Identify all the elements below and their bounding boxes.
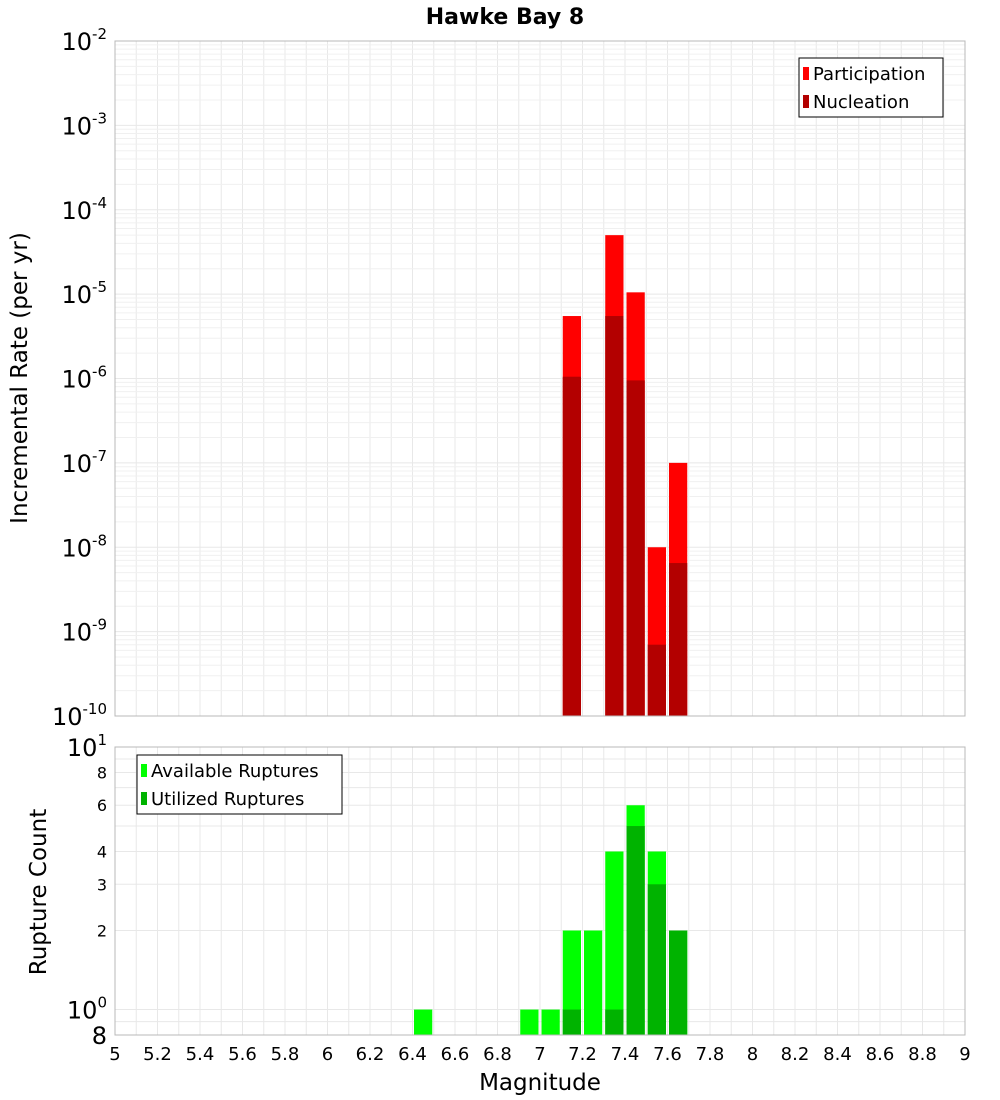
count-bar-available-ruptures xyxy=(414,1009,433,1035)
x-tick-label: 7 xyxy=(534,1044,545,1065)
legend-swatch-utilized xyxy=(141,792,147,805)
count-bar-utilized-ruptures xyxy=(669,930,688,1035)
rate-y-tick-label: 10-6 xyxy=(61,363,107,394)
rate-y-tick-label: 10-5 xyxy=(61,278,107,309)
count-bar-available-ruptures xyxy=(541,1009,560,1035)
rate-bar-nucleation xyxy=(626,380,645,716)
count-y-tick-label: 3 xyxy=(97,875,107,894)
x-tick-label: 5.4 xyxy=(186,1044,215,1065)
rate-bar-nucleation xyxy=(647,644,666,716)
rate-y-tick-label: 10-10 xyxy=(52,700,107,731)
rate-y-tick-label: 10-7 xyxy=(61,447,107,478)
x-tick-label: 8 xyxy=(747,1044,758,1065)
chart-title: Hawke Bay 8 xyxy=(426,5,584,30)
count-bar-available-ruptures xyxy=(520,1009,539,1035)
x-tick-label: 7.8 xyxy=(696,1044,725,1065)
x-tick-label: 6.2 xyxy=(356,1044,385,1065)
count-y-tick-label: 4 xyxy=(97,842,107,861)
rate-legend: Participation Nucleation xyxy=(798,57,944,118)
rate-gridlines xyxy=(114,41,966,717)
count-y-tick-label: 6 xyxy=(97,796,107,815)
x-tick-label: 7.4 xyxy=(611,1044,640,1065)
rate-y-tick-labels: 10-10 10-9 10-8 10-7 10-6 10-5 10-4 10-3 10-2 xyxy=(52,25,107,731)
count-bar-utilized-ruptures xyxy=(562,1009,581,1035)
count-y-tick-label: 2 xyxy=(97,922,107,941)
rate-bar-nucleation xyxy=(562,376,581,716)
legend-label-utilized: Utilized Ruptures xyxy=(151,789,304,810)
x-tick-label: 7.2 xyxy=(568,1044,597,1065)
x-tick-label: 6 xyxy=(322,1044,333,1065)
count-plot-frame xyxy=(114,746,966,1036)
x-tick-label: 5 xyxy=(109,1044,120,1065)
x-tick-label: 6.4 xyxy=(398,1044,427,1065)
rate-legend-box xyxy=(798,57,944,118)
rate-bars xyxy=(562,235,688,716)
legend-swatch-participation xyxy=(803,67,809,80)
rate-y-tick-label: 10-2 xyxy=(61,25,107,56)
legend-swatch-nucleation xyxy=(803,95,809,108)
x-tick-labels: 5 5.2 5.4 5.6 5.8 6 6.2 6.4 6.6 6.8 7 7.2 7.4 7.6 7.8 8… xyxy=(109,1044,970,1065)
x-tick-label: 8.6 xyxy=(866,1044,895,1065)
count-y-tick-label: 101 xyxy=(67,731,107,762)
rate-y-tick-label: 10-4 xyxy=(61,194,107,225)
x-tick-label: 5.2 xyxy=(143,1044,172,1065)
rate-bar-nucleation xyxy=(605,316,624,716)
count-bar-available-ruptures xyxy=(605,851,624,1035)
x-axis-title: Magnitude xyxy=(479,1070,601,1096)
rate-y-tick-label: 10-3 xyxy=(61,109,107,140)
count-bar-available-ruptures xyxy=(562,930,581,1035)
count-legend-box xyxy=(136,754,343,815)
rate-plot-frame xyxy=(114,40,966,717)
rate-panel: 10-10 10-9 10-8 10-7 10-6 10-5 10-4 10-3 10-2 In… xyxy=(7,25,966,731)
x-tick-label: 8.2 xyxy=(781,1044,810,1065)
count-y-axis-title: Rupture Count xyxy=(26,809,52,975)
count-bar-available-ruptures xyxy=(584,930,603,1035)
count-y-tick-label: 8 xyxy=(92,1022,107,1050)
x-tick-label: 5.8 xyxy=(271,1044,300,1065)
count-bar-utilized-ruptures xyxy=(605,1009,624,1035)
count-legend: Available Ruptures Utilized Ruptures xyxy=(136,754,343,815)
count-y-tick-label: 8 xyxy=(97,763,107,782)
count-bar-utilized-ruptures xyxy=(626,826,645,1035)
x-tick-label: 9 xyxy=(959,1044,970,1065)
rate-y-axis-title: Incremental Rate (per yr) xyxy=(7,232,33,524)
legend-label-available: Available Ruptures xyxy=(151,761,319,782)
rate-y-tick-label: 10-9 xyxy=(61,616,107,647)
x-tick-label: 7.6 xyxy=(653,1044,682,1065)
x-tick-label: 6.8 xyxy=(483,1044,512,1065)
legend-swatch-available xyxy=(141,764,147,777)
count-bar-utilized-ruptures xyxy=(647,884,666,1035)
count-y-tick-label: 100 xyxy=(67,994,107,1025)
legend-label-participation: Participation xyxy=(813,64,925,85)
count-bars xyxy=(414,805,688,1035)
x-tick-label: 8.4 xyxy=(823,1044,852,1065)
legend-label-nucleation: Nucleation xyxy=(813,92,909,113)
x-tick-label: 8.8 xyxy=(908,1044,937,1065)
x-tick-label: 5.6 xyxy=(228,1044,257,1065)
x-tick-label: 6.6 xyxy=(441,1044,470,1065)
rate-bar-nucleation xyxy=(669,563,688,716)
rate-y-tick-label: 10-8 xyxy=(61,531,107,562)
